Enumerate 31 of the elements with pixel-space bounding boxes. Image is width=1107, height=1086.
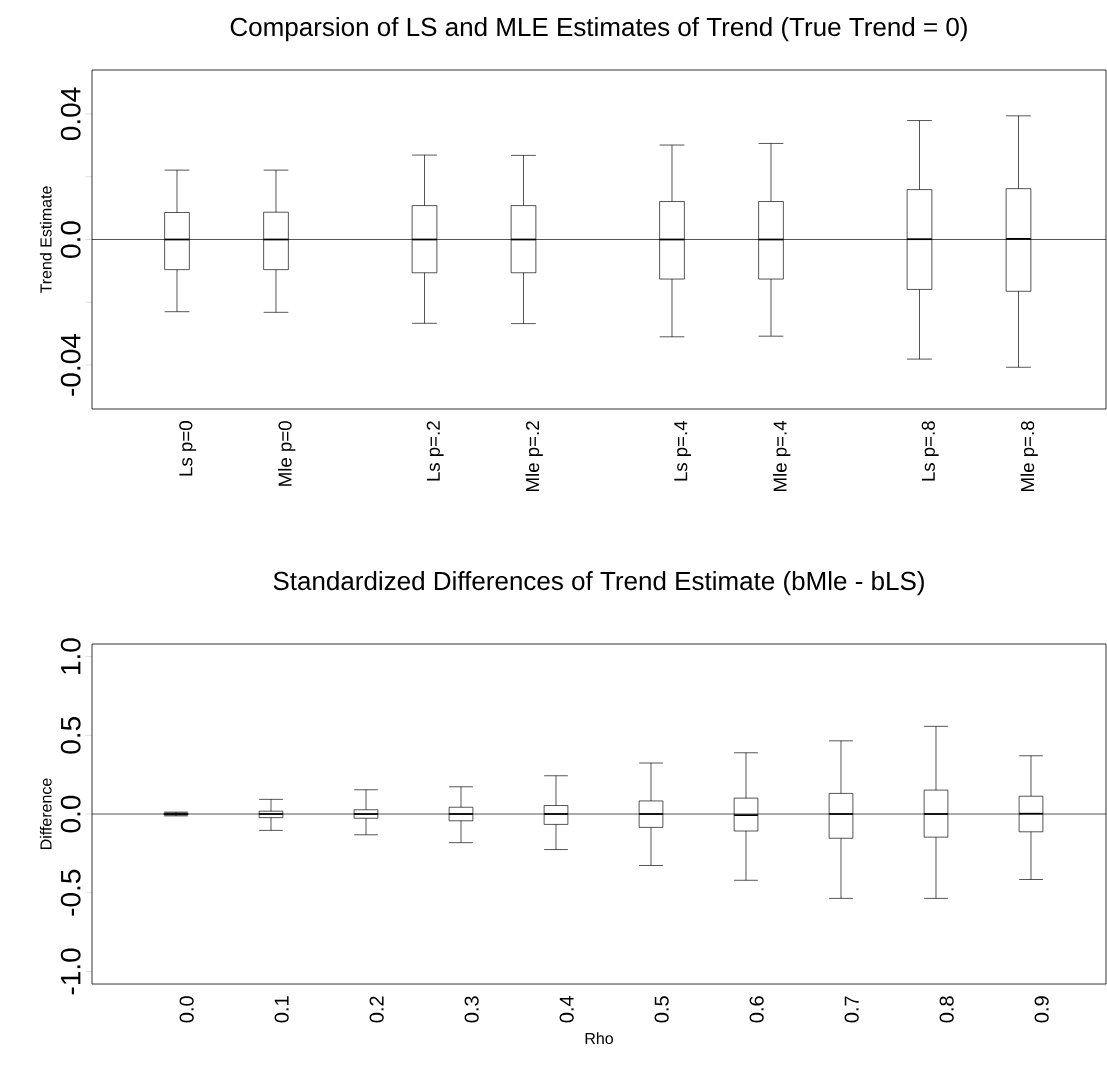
chart-title: Standardized Differences of Trend Estimate (bMle - bLS) <box>273 571 924 596</box>
y-axis-title: Trend Estimate <box>39 186 52 294</box>
x-tick-label: Ls p=0 <box>179 421 197 476</box>
x-tick-label: 0.8 <box>939 996 954 1023</box>
x-tick-label: Mle p=.2 <box>525 421 543 491</box>
x-tick-label: Ls p=.2 <box>426 421 444 481</box>
x-tick-label: Ls p=.8 <box>921 421 939 481</box>
x-tick-label: Mle p=.4 <box>772 420 791 491</box>
y-tick-label: 0.0 <box>60 795 81 833</box>
chart-title: Comparsion of LS and MLE Estimates of Trend (True Trend = 0) <box>230 17 967 42</box>
y-axis-title: Difference <box>39 778 52 850</box>
x-tick-label: 0.0 <box>179 996 194 1023</box>
y-tick-label: 0.0 <box>60 221 81 258</box>
x-tick-label: Ls p=.4 <box>674 420 692 481</box>
x-axis-title: Rho <box>585 1032 613 1045</box>
x-tick-label: 0.2 <box>369 996 384 1023</box>
x-tick-label: 0.1 <box>274 996 289 1023</box>
y-tick-label: -0.04 <box>60 333 81 396</box>
y-tick-label: 0.5 <box>60 717 81 754</box>
x-tick-label: 0.9 <box>1034 996 1049 1023</box>
x-tick-label: 0.3 <box>464 996 479 1023</box>
x-tick-label: 0.6 <box>749 996 764 1023</box>
y-tick-label: -1.0 <box>60 948 81 995</box>
x-tick-label: 0.7 <box>844 996 859 1023</box>
x-tick-label: Mle p=.8 <box>1020 421 1038 491</box>
y-tick-label: 0.04 <box>60 87 81 141</box>
x-tick-label: Mle p=0 <box>277 421 296 486</box>
y-tick-label: 1.0 <box>60 638 81 674</box>
x-tick-label: 0.4 <box>559 995 574 1023</box>
x-tick-label: 0.5 <box>654 996 669 1023</box>
y-tick-label: -0.5 <box>60 869 81 916</box>
